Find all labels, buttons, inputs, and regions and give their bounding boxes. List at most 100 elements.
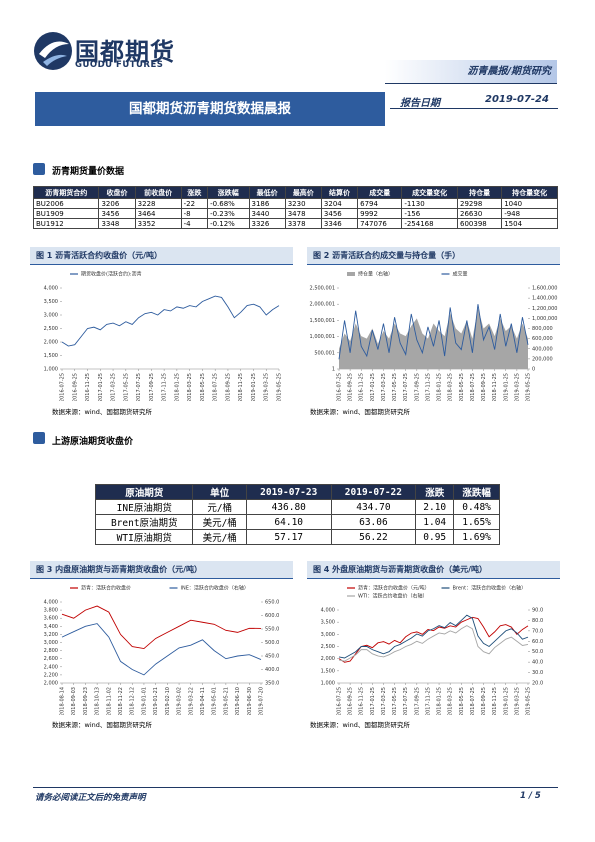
line: [338, 625, 529, 662]
table-cell: 3456: [98, 208, 136, 219]
table-cell: 56.22: [330, 529, 417, 545]
tick-label: 1: [332, 367, 335, 373]
table-cell: 2.10: [415, 499, 455, 515]
column-header: 2019-07-22: [330, 484, 417, 500]
figure-title: 图 3 内盘原油期货与沥青期货收盘价（元/吨）: [30, 561, 293, 579]
x-tick-label: 2019-05-25: [526, 687, 532, 715]
x-tick-label: 2019-03-25: [264, 373, 270, 401]
header-row: 原油期货 单位 2019-07-23 2019-07-22 涨跌 涨跌幅: [94, 484, 500, 500]
tick-label: 400,000: [532, 346, 553, 352]
tick-label: 40.0: [532, 660, 543, 666]
column-header: 前收盘价: [134, 186, 182, 199]
table-cell: 3228: [134, 198, 182, 209]
table-cell: 3206: [98, 198, 136, 209]
column-header: 沥青期货合约: [32, 186, 100, 199]
legend-label: 持仓量（右轴）: [358, 271, 393, 278]
x-tick-label: 2018-05-25: [200, 373, 206, 401]
tick-label: 3,500: [44, 299, 58, 305]
table-cell: 1.04: [415, 514, 455, 530]
x-tick-label: 2016-09-25: [72, 373, 78, 401]
x-tick-label: 2018-01-25: [437, 687, 443, 715]
table-cell: 3346: [320, 218, 359, 229]
logo-text: 国都期货: [75, 38, 175, 66]
legend-label: 成交量: [453, 271, 468, 278]
tick-label: 30.0: [532, 670, 543, 676]
x-tick-label: 2016-11-25: [85, 373, 91, 401]
x-tick-label: 2018-12-12: [130, 687, 136, 715]
x-tick-label: 2016-07-25: [337, 373, 343, 401]
tick-label: 1,400,000: [532, 296, 557, 302]
table-cell: 3204: [320, 198, 359, 209]
table-cell: 3440: [248, 208, 286, 219]
x-tick-label: 2019-03-25: [514, 373, 520, 401]
tick-label: 2,400: [44, 664, 58, 670]
x-tick-label: 2018-08-14: [60, 687, 66, 715]
line: [338, 614, 529, 659]
x-tick-label: 2017-01-25: [370, 373, 376, 401]
table-row: BU1912 3348 3352 -4 -0.12% 3326 3378 3346 747076…: [32, 218, 558, 229]
tick-label: 800,000: [532, 326, 553, 332]
tick-label: 1,000,001: [310, 334, 335, 340]
table-cell: 64.10: [245, 514, 332, 530]
table-cell: 29298: [457, 198, 503, 209]
table-cell: 3464: [134, 208, 182, 219]
tick-label: 70.0: [532, 628, 543, 634]
x-tick-label: 2018-09-25: [481, 373, 487, 401]
tick-label: 600,000: [532, 336, 553, 342]
tick-label: 350.0: [265, 681, 279, 687]
tick-label: 1,600,000: [532, 286, 557, 292]
line: [338, 616, 529, 663]
tick-label: 2,000: [44, 340, 58, 346]
table-row: BU1909 3456 3464 -8 -0.23% 3440 3478 3456 9992 -1…: [32, 208, 558, 219]
x-tick-label: 2016-09-25: [348, 687, 354, 715]
tick-label: 1,000: [44, 367, 58, 373]
tick-label: 3,000: [321, 632, 335, 638]
column-header: 持仓量: [457, 186, 503, 199]
table-cell: BU1909: [32, 208, 100, 219]
x-tick-label: 2019-01-25: [503, 687, 509, 715]
x-tick-label: 2019-04-11: [200, 687, 206, 715]
tick-label: 2,600: [44, 656, 58, 662]
x-tick-label: 2017-05-25: [392, 373, 398, 401]
column-header: 最高价: [284, 186, 322, 199]
tick-label: 3,500: [321, 620, 335, 626]
x-tick-label: 2017-09-25: [414, 373, 420, 401]
page-number: 1 / 5: [520, 791, 541, 801]
x-tick-label: 2016-07-25: [60, 373, 66, 401]
table-cell: 436.80: [245, 499, 332, 515]
x-tick-label: 2018-03-25: [448, 687, 454, 715]
section-icon: [33, 432, 45, 444]
x-tick-label: 2019-06-10: [235, 687, 241, 715]
tick-label: 3,000: [44, 313, 58, 319]
table-cell: -22: [180, 198, 209, 209]
x-tick-label: 2019-03-25: [514, 687, 520, 715]
x-tick-label: 2018-05-25: [459, 687, 465, 715]
x-tick-label: 2018-05-25: [459, 373, 465, 401]
tick-label: 1,500,001: [310, 318, 335, 324]
table-cell: 元/桶: [192, 499, 247, 515]
x-tick-label: 2019-07-20: [259, 687, 265, 715]
x-tick-label: 2018-10-13: [95, 687, 101, 715]
legend-label: INE：活跃合约收盘价（右轴）: [181, 585, 249, 592]
chart: 1 500,001 1,000,001 1,500,001 2,000,001 2,500…: [310, 271, 558, 402]
table-cell: 3348: [98, 218, 136, 229]
table-cell: 9992: [357, 208, 403, 219]
table-cell: -0.23%: [207, 208, 250, 219]
tick-label: 3,200: [44, 632, 58, 638]
table-cell: 6794: [357, 198, 403, 209]
x-tick-label: 2019-05-01: [212, 687, 218, 715]
x-tick-label: 2017-03-25: [381, 687, 387, 715]
tick-label: 200,000: [532, 356, 553, 362]
table-cell: 3230: [284, 198, 322, 209]
tick-label: 650.0: [265, 600, 279, 606]
x-tick-label: 2018-09-23: [83, 687, 89, 715]
x-tick-label: 2018-01-25: [174, 373, 180, 401]
x-tick-label: 2018-07-25: [470, 373, 476, 401]
source: 数据来源：wind、国都期货研究所: [52, 721, 152, 729]
x-tick-label: 2019-05-25: [526, 373, 532, 401]
x-tick-label: 2017-07-25: [403, 373, 409, 401]
tick-label: 400.0: [265, 667, 279, 673]
table-row: WTI原油期货 美元/桶 57.17 56.22 0.95 1.69%: [94, 529, 500, 545]
table-cell: 1.69%: [453, 529, 500, 545]
